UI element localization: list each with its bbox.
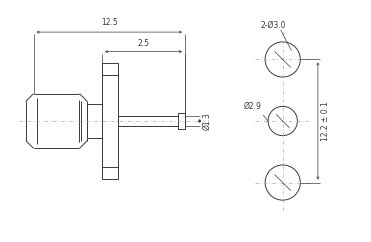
- Text: 12.2 ± 0.1: 12.2 ± 0.1: [321, 101, 330, 141]
- Bar: [178, 113, 185, 129]
- Text: 12.5: 12.5: [101, 18, 118, 27]
- Bar: [87, 104, 102, 138]
- Bar: [118, 116, 185, 126]
- Text: Ø2.9: Ø2.9: [244, 102, 262, 111]
- Text: 2-Ø3.0: 2-Ø3.0: [260, 21, 286, 30]
- Text: 2.5: 2.5: [138, 39, 150, 48]
- Bar: [102, 63, 118, 179]
- Text: Ø1.3: Ø1.3: [203, 112, 211, 130]
